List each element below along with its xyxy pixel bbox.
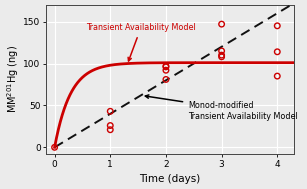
Point: [275, 50, 280, 53]
Point: [219, 50, 224, 53]
Y-axis label: MM$^{201}$Hg (ng): MM$^{201}$Hg (ng): [5, 46, 21, 113]
Point: [275, 24, 280, 27]
Point: [108, 110, 113, 113]
Point: [164, 65, 169, 68]
Point: [164, 69, 169, 72]
Point: [219, 55, 224, 58]
Point: [219, 54, 224, 57]
Point: [108, 124, 113, 127]
Point: [52, 146, 57, 149]
X-axis label: Time (days): Time (days): [139, 174, 201, 184]
Point: [164, 64, 169, 67]
Point: [108, 128, 113, 131]
Point: [219, 23, 224, 26]
Point: [275, 75, 280, 78]
Text: Transient Availability Model: Transient Availability Model: [86, 23, 196, 61]
Text: Monod-modified
Transient Availability Model: Monod-modified Transient Availability Mo…: [145, 95, 298, 121]
Point: [164, 78, 169, 81]
